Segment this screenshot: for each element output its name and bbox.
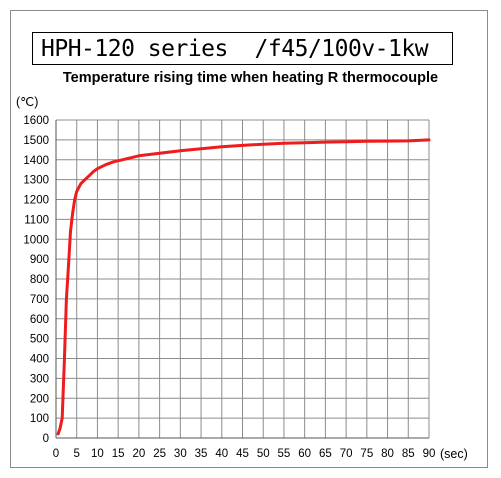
x-tick-label: 70 — [340, 448, 353, 460]
chart-title: Temperature rising time when heating R t… — [62, 70, 439, 86]
y-tick-label: 800 — [30, 274, 49, 286]
page-title: HPH-120 series /f45/100v-1kw — [41, 36, 429, 62]
y-tick-label: 1200 — [23, 195, 49, 207]
x-tick-label: 40 — [215, 448, 228, 460]
y-tick-labels: 0 100 200 300 400 500 600 700 800 900 1000 1100 1200… — [23, 115, 49, 445]
x-tick-label: 30 — [174, 448, 187, 460]
x-tick-label: 25 — [153, 448, 166, 460]
y-tick-label: 600 — [30, 314, 49, 326]
y-axis-label: (℃) — [16, 95, 38, 109]
y-tick-label: 1300 — [23, 175, 49, 187]
x-tick-label: 90 — [423, 448, 436, 460]
x-tick-label: 50 — [257, 448, 270, 460]
y-tick-label: 1400 — [23, 155, 49, 167]
x-tick-label: 20 — [132, 448, 145, 460]
title-box: HPH-120 series /f45/100v-1kw — [32, 32, 453, 65]
x-tick-label: 35 — [195, 448, 208, 460]
y-tick-label: 900 — [30, 254, 49, 266]
x-tick-label: 10 — [91, 448, 104, 460]
y-tick-label: 0 — [43, 433, 49, 445]
x-tick-label: 15 — [112, 448, 125, 460]
x-tick-label: 85 — [402, 448, 415, 460]
x-tick-label: 65 — [319, 448, 332, 460]
y-tick-label: 400 — [30, 354, 49, 366]
y-tick-label: 1600 — [23, 115, 49, 127]
series-line — [56, 138, 431, 436]
grid-lines — [55, 119, 430, 439]
y-tick-label: 100 — [30, 413, 49, 425]
x-tick-label: 45 — [236, 448, 249, 460]
x-tick-label: 60 — [298, 448, 311, 460]
x-tick-label: 0 — [53, 448, 59, 460]
y-tick-label: 1100 — [24, 214, 49, 226]
x-tick-label: 5 — [74, 448, 80, 460]
y-tick-label: 500 — [30, 334, 49, 346]
x-tick-labels: 0 5 10 15 20 25 30 35 40 45 50 55 60 65 70 75 80 85 90 — [53, 448, 436, 460]
x-axis-label: (sec) — [440, 447, 468, 461]
y-tick-label: 1500 — [23, 135, 49, 147]
x-tick-label: 80 — [381, 448, 394, 460]
y-tick-label: 1000 — [23, 234, 49, 246]
x-tick-label: 55 — [278, 448, 291, 460]
y-tick-label: 200 — [30, 393, 49, 405]
y-tick-label: 300 — [30, 373, 49, 385]
y-tick-label: 700 — [30, 294, 49, 306]
x-tick-label: 75 — [360, 448, 373, 460]
